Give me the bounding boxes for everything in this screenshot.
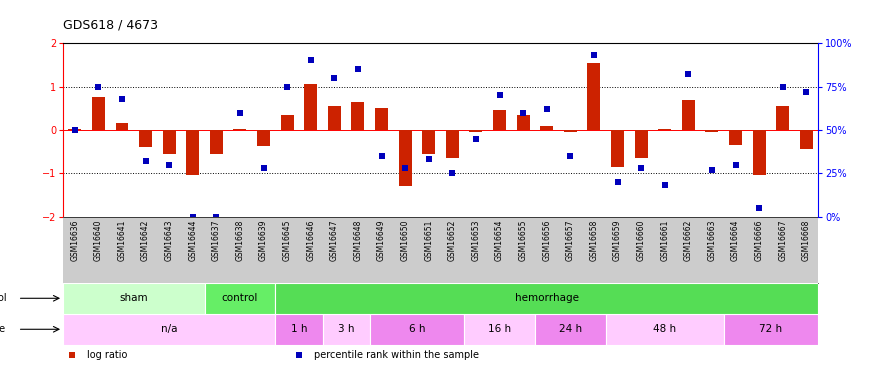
Bar [540, 126, 553, 130]
Bar [304, 84, 318, 130]
Bar [328, 106, 341, 130]
Bar [464, 314, 535, 345]
Bar [234, 129, 247, 130]
Text: GSM16645: GSM16645 [283, 219, 291, 261]
Text: GSM16641: GSM16641 [117, 219, 127, 261]
Bar [423, 130, 435, 154]
Bar [276, 314, 323, 345]
Text: 6 h: 6 h [409, 324, 425, 334]
Text: GSM16646: GSM16646 [306, 219, 315, 261]
Bar [446, 130, 458, 158]
Bar [611, 130, 624, 167]
Text: 24 h: 24 h [559, 324, 582, 334]
Text: GSM16667: GSM16667 [778, 219, 788, 261]
Text: GSM16666: GSM16666 [754, 219, 764, 261]
Bar [470, 130, 482, 132]
Bar [210, 130, 223, 154]
Bar [564, 130, 577, 132]
Text: 1 h: 1 h [290, 324, 307, 334]
Text: 72 h: 72 h [760, 324, 782, 334]
Bar [705, 130, 718, 132]
Bar [352, 102, 365, 130]
Text: percentile rank within the sample: percentile rank within the sample [314, 350, 479, 360]
Text: GSM16657: GSM16657 [566, 219, 575, 261]
Bar [276, 283, 818, 314]
Text: GSM16668: GSM16668 [802, 219, 811, 261]
Text: GSM16638: GSM16638 [235, 219, 244, 261]
Bar [323, 314, 370, 345]
Text: GSM16637: GSM16637 [212, 219, 220, 261]
Bar [535, 314, 606, 345]
Text: GSM16662: GSM16662 [684, 219, 693, 261]
Bar [205, 283, 276, 314]
Bar [587, 63, 600, 130]
Text: GSM16658: GSM16658 [590, 219, 598, 261]
Bar [800, 130, 813, 149]
Bar [606, 314, 724, 345]
Text: 16 h: 16 h [488, 324, 511, 334]
Text: GSM16647: GSM16647 [330, 219, 339, 261]
Bar [634, 130, 648, 158]
Text: protocol: protocol [0, 293, 6, 303]
Bar [776, 106, 789, 130]
Bar [257, 130, 270, 146]
Bar [516, 115, 529, 130]
Bar [281, 115, 294, 130]
Text: GSM16664: GSM16664 [731, 219, 740, 261]
Text: GSM16643: GSM16643 [164, 219, 174, 261]
Bar [163, 130, 176, 154]
Bar [375, 108, 388, 130]
Bar [493, 110, 506, 130]
Text: GSM16653: GSM16653 [472, 219, 480, 261]
Text: GSM16663: GSM16663 [707, 219, 717, 261]
Text: GSM16644: GSM16644 [188, 219, 197, 261]
Text: GSM16661: GSM16661 [661, 219, 669, 261]
Text: GSM16650: GSM16650 [401, 219, 410, 261]
Bar [139, 130, 152, 147]
Text: sham: sham [120, 293, 148, 303]
Bar [370, 314, 464, 345]
Text: 3 h: 3 h [338, 324, 354, 334]
Bar [729, 130, 742, 145]
Text: GSM16636: GSM16636 [70, 219, 80, 261]
Bar [92, 98, 105, 130]
Bar [116, 123, 129, 130]
Text: hemorrhage: hemorrhage [514, 293, 578, 303]
Text: GSM16659: GSM16659 [613, 219, 622, 261]
Bar [752, 130, 766, 176]
Text: GSM16639: GSM16639 [259, 219, 268, 261]
Bar [724, 314, 818, 345]
Bar [63, 314, 276, 345]
Bar [682, 99, 695, 130]
Bar [399, 130, 411, 186]
Text: GSM16649: GSM16649 [377, 219, 386, 261]
Text: GSM16648: GSM16648 [354, 219, 362, 261]
Bar [63, 283, 205, 314]
Text: log ratio: log ratio [88, 350, 128, 360]
Text: control: control [221, 293, 258, 303]
Text: GSM16655: GSM16655 [519, 219, 528, 261]
Bar [186, 130, 200, 176]
Text: GSM16640: GSM16640 [94, 219, 103, 261]
Bar [68, 129, 81, 130]
Text: GSM16656: GSM16656 [542, 219, 551, 261]
Text: GSM16652: GSM16652 [448, 219, 457, 261]
Text: GDS618 / 4673: GDS618 / 4673 [63, 19, 158, 32]
Text: GSM16660: GSM16660 [637, 219, 646, 261]
Text: 48 h: 48 h [653, 324, 676, 334]
Text: time: time [0, 324, 6, 334]
Text: n/a: n/a [161, 324, 178, 334]
Text: GSM16654: GSM16654 [495, 219, 504, 261]
Text: GSM16642: GSM16642 [141, 219, 150, 261]
Text: GSM16651: GSM16651 [424, 219, 433, 261]
Bar [658, 129, 671, 130]
